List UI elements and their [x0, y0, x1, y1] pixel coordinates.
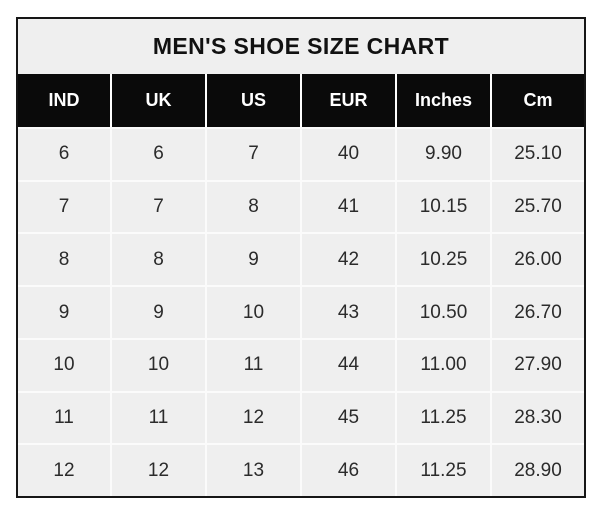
- table-row: 11 11 12 45 11.25 28.30: [18, 390, 584, 444]
- cell-us: 11: [207, 339, 302, 391]
- cell-cm: 25.70: [492, 181, 584, 233]
- table-row: 6 6 7 40 9.90 25.10: [18, 127, 584, 180]
- cell-ind: 6: [18, 129, 112, 180]
- cell-uk: 11: [112, 392, 207, 444]
- cell-eur: 40: [302, 129, 397, 180]
- cell-uk: 8: [112, 234, 207, 286]
- cell-us: 10: [207, 287, 302, 338]
- cell-eur: 44: [302, 339, 397, 391]
- cell-us: 12: [207, 392, 302, 444]
- cell-ind: 8: [18, 234, 112, 286]
- cell-ind: 12: [18, 445, 112, 497]
- cell-inches: 9.90: [397, 129, 492, 180]
- table-row: 7 7 8 41 10.15 25.70: [18, 179, 584, 233]
- table-row: 12 12 13 46 11.25 28.90: [18, 443, 584, 497]
- cell-cm: 27.90: [492, 339, 584, 391]
- cell-ind: 11: [18, 392, 112, 444]
- cell-cm: 25.10: [492, 129, 584, 180]
- cell-cm: 28.30: [492, 392, 584, 444]
- cell-uk: 6: [112, 129, 207, 180]
- cell-cm: 26.00: [492, 234, 584, 286]
- cell-us: 8: [207, 181, 302, 233]
- shoe-size-chart-table: MEN'S SHOE SIZE CHART IND UK US EUR Inches Cm…: [16, 17, 586, 498]
- cell-ind: 9: [18, 287, 112, 338]
- cell-uk: 9: [112, 287, 207, 338]
- cell-ind: 7: [18, 181, 112, 233]
- cell-cm: 28.90: [492, 445, 584, 497]
- chart-title: MEN'S SHOE SIZE CHART: [18, 19, 584, 74]
- column-header-us: US: [207, 74, 302, 127]
- table-row: 10 10 11 44 11.00 27.90: [18, 337, 584, 391]
- cell-inches: 10.25: [397, 234, 492, 286]
- column-header-inches: Inches: [397, 74, 492, 127]
- cell-eur: 42: [302, 234, 397, 286]
- cell-uk: 7: [112, 181, 207, 233]
- cell-inches: 10.15: [397, 181, 492, 233]
- cell-eur: 45: [302, 392, 397, 444]
- cell-uk: 10: [112, 339, 207, 391]
- cell-eur: 43: [302, 287, 397, 338]
- cell-inches: 10.50: [397, 287, 492, 338]
- cell-uk: 12: [112, 445, 207, 497]
- column-header-ind: IND: [18, 74, 112, 127]
- cell-cm: 26.70: [492, 287, 584, 338]
- cell-us: 7: [207, 129, 302, 180]
- table-row: 8 8 9 42 10.25 26.00: [18, 232, 584, 286]
- column-header-eur: EUR: [302, 74, 397, 127]
- table-row: 9 9 10 43 10.50 26.70: [18, 285, 584, 338]
- cell-us: 9: [207, 234, 302, 286]
- cell-eur: 41: [302, 181, 397, 233]
- cell-inches: 11.00: [397, 339, 492, 391]
- column-header-cm: Cm: [492, 74, 584, 127]
- table-header-row: IND UK US EUR Inches Cm: [18, 74, 584, 127]
- column-header-uk: UK: [112, 74, 207, 127]
- cell-inches: 11.25: [397, 392, 492, 444]
- cell-eur: 46: [302, 445, 397, 497]
- cell-ind: 10: [18, 339, 112, 391]
- cell-inches: 11.25: [397, 445, 492, 497]
- cell-us: 13: [207, 445, 302, 497]
- table-body: 6 6 7 40 9.90 25.10 7 7 8 41 10.15 25.70 8 8 9 42 10.25 2…: [18, 127, 584, 497]
